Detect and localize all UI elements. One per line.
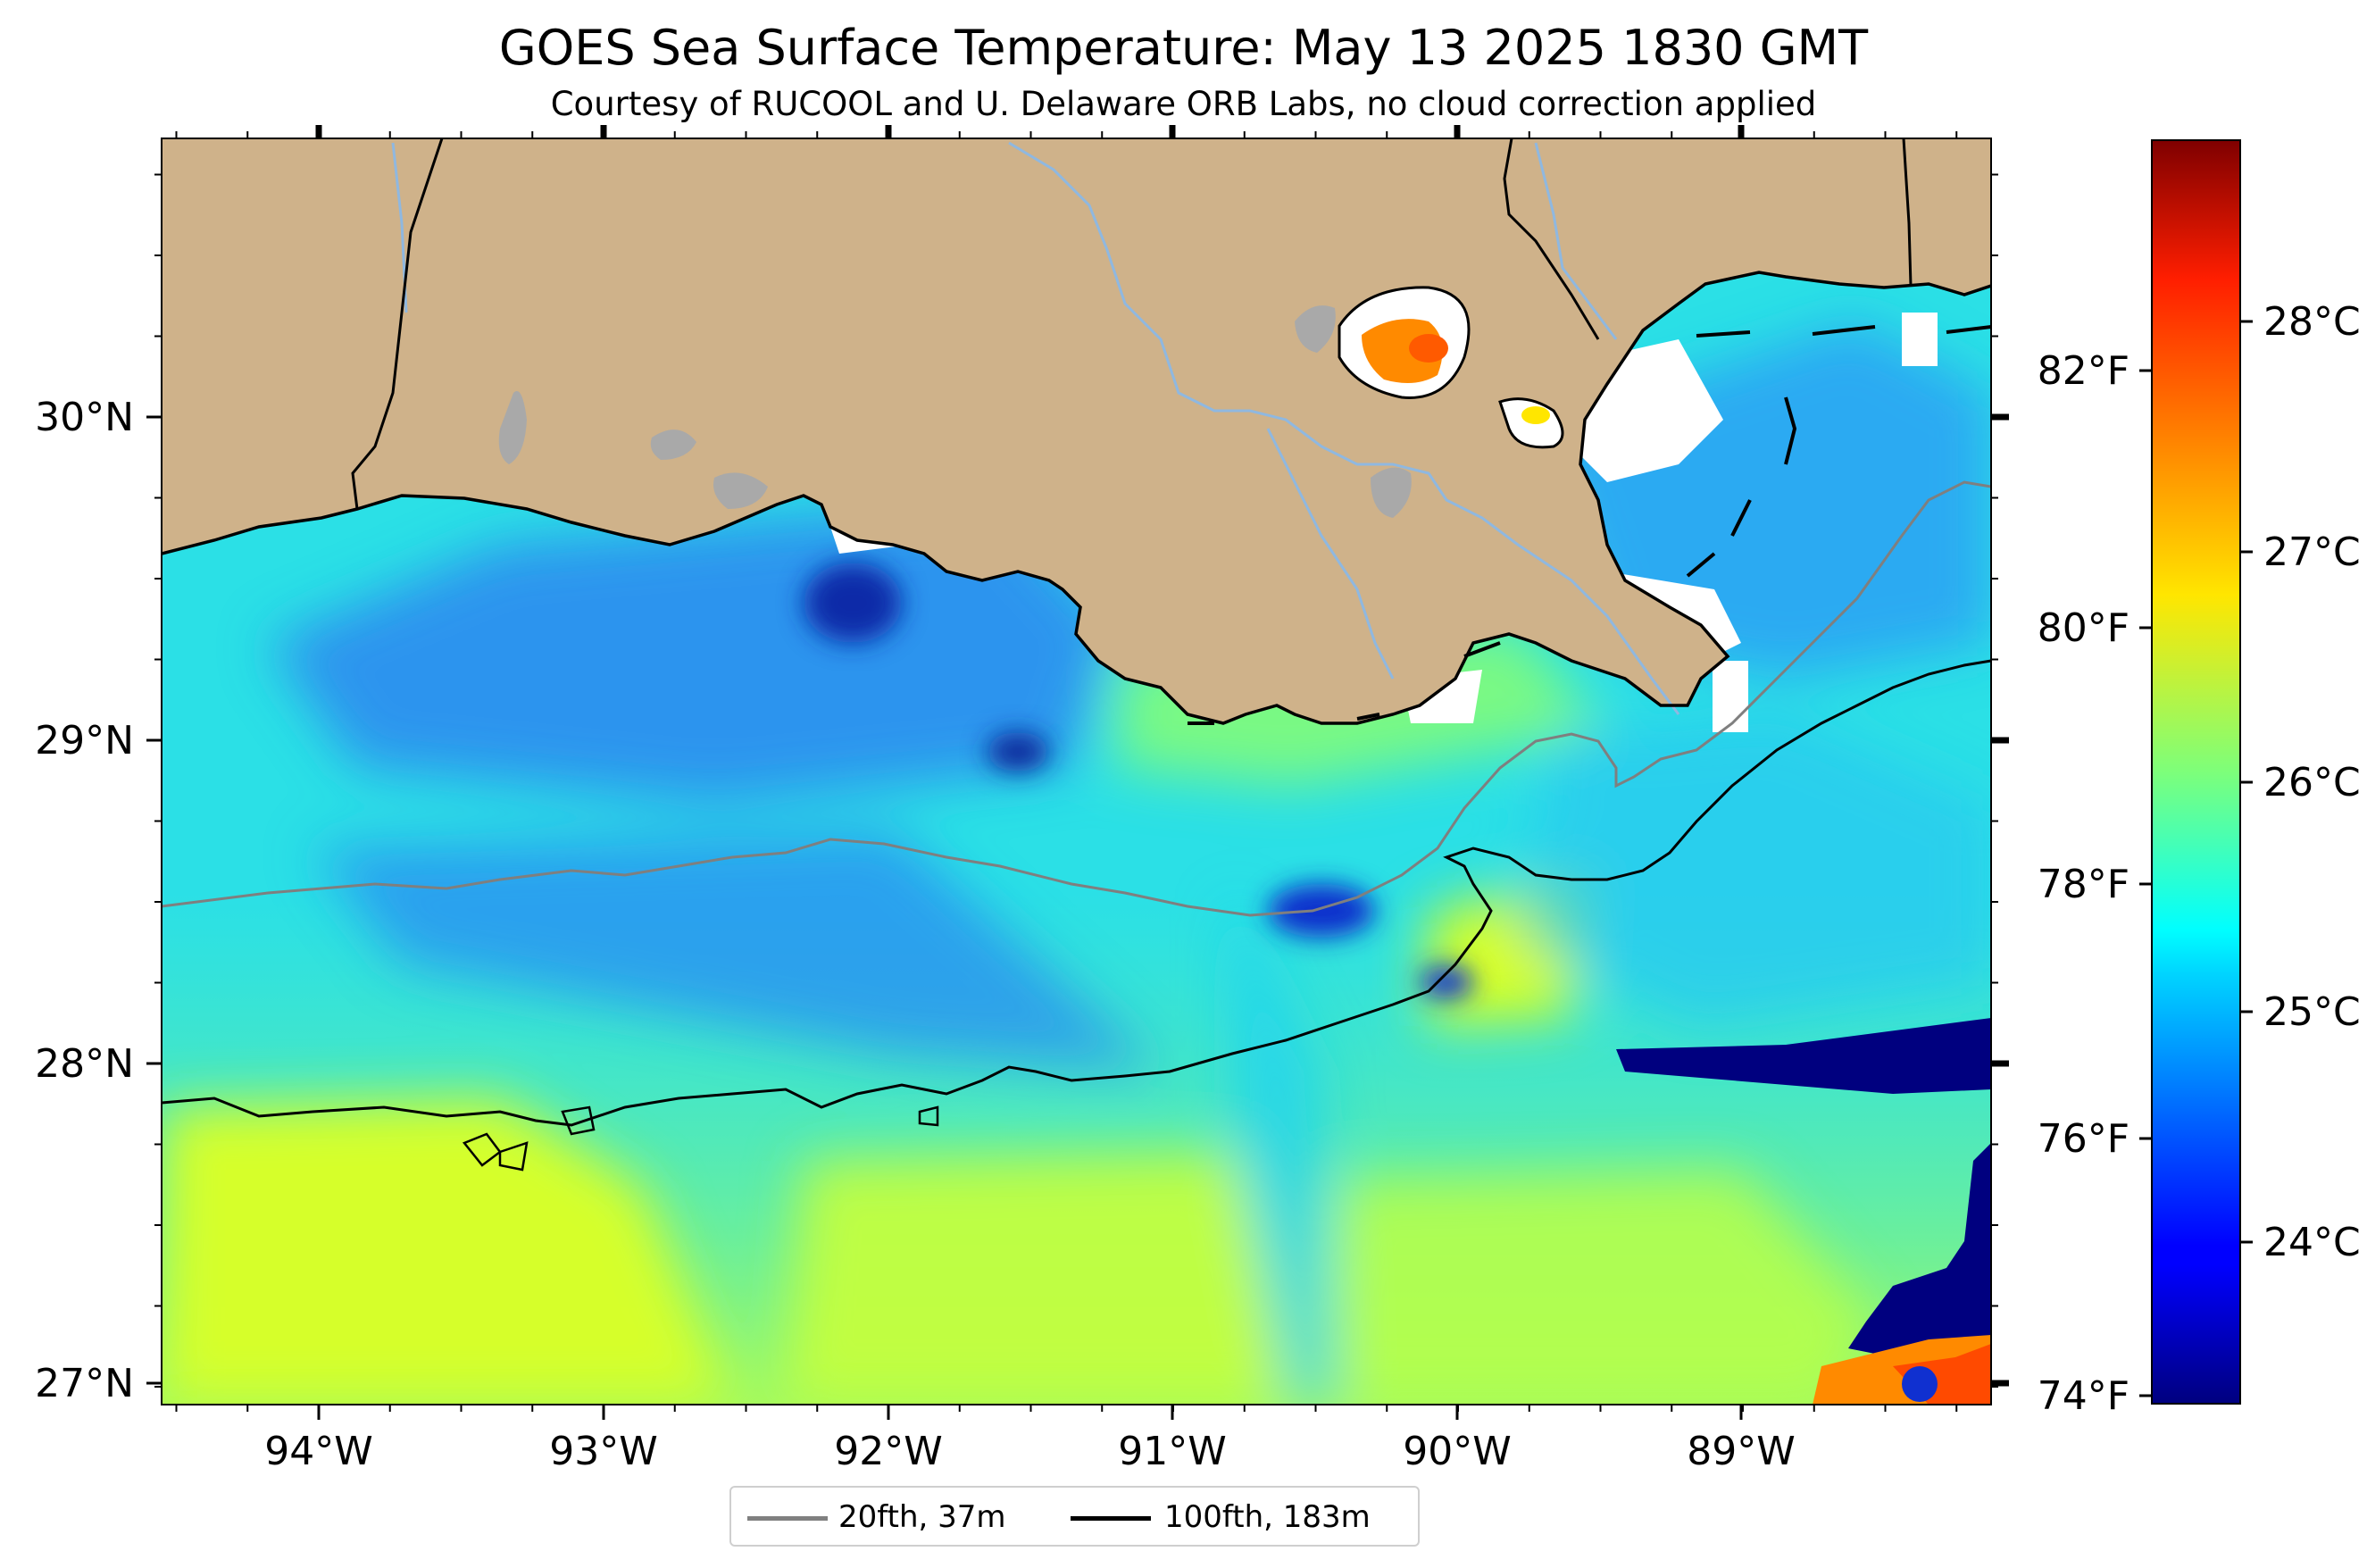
f-tick-label: 78°F <box>2038 862 2129 907</box>
sst-map <box>162 138 1991 1405</box>
c-tick-label: 28°C <box>2263 299 2361 345</box>
f-tick-label: 74°F <box>2038 1373 2129 1419</box>
colorbar-c-labels: 28°C 27°C 26°C 25°C 24°C <box>2263 299 2361 1265</box>
map-title: GOES Sea Surface Temperature: May 13 202… <box>498 20 1869 76</box>
cold-patch-southeast <box>1848 1143 1991 1357</box>
colorbar-ticks <box>2139 320 2253 1397</box>
lat-label: 27°N <box>35 1361 134 1406</box>
map-frame <box>161 138 1992 1405</box>
lon-label: 90°W <box>1403 1429 1512 1474</box>
lon-label: 89°W <box>1687 1429 1796 1474</box>
lon-label: 91°W <box>1118 1429 1227 1474</box>
lon-label: 93°W <box>549 1429 658 1474</box>
minor-ticks <box>154 131 1998 1412</box>
cold-spot <box>1902 1366 1938 1402</box>
f-tick-label: 80°F <box>2038 605 2129 651</box>
cold-patch-east <box>1616 1018 1991 1094</box>
lon-labels: 94°W 93°W 92°W 91°W 90°W 89°W <box>264 1429 1796 1474</box>
lat-label: 29°N <box>35 718 134 763</box>
isobath-20fth <box>162 480 1991 917</box>
legend-label: 20fth, 37m <box>838 1499 1006 1535</box>
land-louisiana <box>162 138 1991 723</box>
border-louisiana-mississippi <box>1503 138 1600 340</box>
lake-hotspot <box>1409 334 1448 363</box>
isobath-100fth <box>162 659 1991 1127</box>
f-tick-label: 82°F <box>2038 348 2129 394</box>
lat-label: 28°N <box>35 1041 134 1087</box>
legend-line-grey <box>747 1516 828 1521</box>
c-tick-label: 24°C <box>2263 1220 2361 1265</box>
barrier-islands <box>1188 325 1991 725</box>
border-texas-louisiana <box>351 138 444 510</box>
shelf-islands <box>462 1105 939 1172</box>
isobath-legend: 20fth, 37m 100fth, 183m <box>729 1486 1420 1547</box>
lon-label: 94°W <box>264 1429 373 1474</box>
legend-line-black <box>1071 1516 1151 1521</box>
c-tick-label: 25°C <box>2263 989 2361 1035</box>
legend-label: 100fth, 183m <box>1164 1499 1371 1535</box>
sst-cold-features <box>804 563 1473 998</box>
lat-label: 30°N <box>35 395 134 440</box>
colorbar-f-labels: 82°F 80°F 78°F 76°F 74°F <box>2038 348 2129 1419</box>
c-tick-label: 26°C <box>2263 760 2361 805</box>
lon-label: 92°W <box>834 1429 943 1474</box>
lat-labels: 30°N 29°N 28°N 27°N <box>35 395 134 1406</box>
map-subtitle: Courtesy of RUCOOL and U. Delaware ORB L… <box>550 85 1817 123</box>
f-tick-label: 76°F <box>2038 1116 2129 1162</box>
coastline <box>162 271 1991 725</box>
colorbar <box>2151 139 2241 1405</box>
c-tick-label: 27°C <box>2263 530 2361 575</box>
border-mississippi-alabama <box>1902 138 1913 287</box>
inland-lakes <box>498 305 1412 518</box>
